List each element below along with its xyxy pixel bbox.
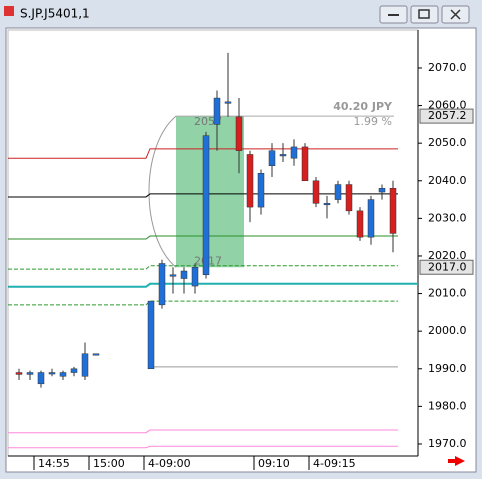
candle-body [59,372,67,377]
candle-body [290,146,298,159]
candle-body [279,154,287,157]
candle-body [301,146,309,182]
candle-body [213,97,221,125]
candle-body [257,173,265,208]
y-tick-label: 1970.0 [428,437,467,450]
candle-body [268,150,276,166]
candle-body [356,210,364,238]
candle-body [378,188,386,193]
candle-body [37,372,45,385]
candle-body [191,267,199,287]
indicator-line [8,148,398,159]
y-tick-label: 2040.0 [428,174,467,187]
candle-body [81,353,89,377]
candle-body [224,101,232,104]
y-tick-label: 2010.0 [428,287,467,300]
y-tick-label: 2000.0 [428,324,467,337]
candle-body [202,135,210,276]
y-tick-label: 1990.0 [428,362,467,375]
chart: 1970.0 1980.0 1990.0 2000.0 2010.0 2020.0 2030… [8,52,474,470]
y-tick-label: 2030.0 [428,211,467,224]
candle-body [158,263,166,306]
price-marker [419,259,474,275]
candle-body [389,188,397,234]
candle-body [92,353,100,356]
window-icon [4,6,14,16]
x-tick-label: 09:10 [258,457,290,470]
candle-body [235,116,243,151]
x-tick-label: 15:00 [93,457,125,470]
candle-body [246,154,254,208]
x-tick-label: 4-09:00 [148,457,191,470]
indicator-line [8,265,398,270]
candle-body [367,199,375,238]
y-tick-label: 2070.0 [428,61,467,74]
window-buttons[interactable] [379,5,470,24]
indicator-line [8,282,418,288]
maximize-button[interactable] [410,5,439,24]
y-tick-label: 2020.0 [428,249,467,262]
maximize-icon [418,9,430,19]
price-marker [419,108,474,124]
measure-box [176,116,244,268]
indicator-line [8,193,398,198]
indicator-line [8,235,398,240]
y-tick-label: 2050.0 [428,136,467,149]
candle-body [147,300,155,370]
indicator-line [8,445,398,449]
candle-body [70,368,78,373]
candle-body [15,372,23,375]
measure-label: 40.20 JPY [333,100,393,113]
price-marker-label: 2057.2 [428,109,467,122]
y-tick-label: 2060.0 [428,99,467,112]
measure-pct: 1.99 % [354,115,392,128]
measure-arc [148,115,177,268]
candle-body [334,184,342,200]
candle-body [180,270,188,279]
y-tick-label: 1980.0 [428,399,467,412]
x-tick-label: 14:55 [38,457,70,470]
candle-body [312,180,320,204]
x-tick-label: 4-09:15 [313,457,356,470]
candle-body [48,372,56,375]
close-icon [450,9,461,20]
window-title: S.JP.J5401,1 [20,7,90,21]
candle-body [169,274,177,277]
candle-body [323,203,331,206]
scroll-arrow[interactable] [448,456,465,466]
candle-body [26,372,34,375]
candle-body [345,184,353,212]
indicator-line [8,429,398,434]
price-marker-label: 2017.0 [428,260,467,273]
